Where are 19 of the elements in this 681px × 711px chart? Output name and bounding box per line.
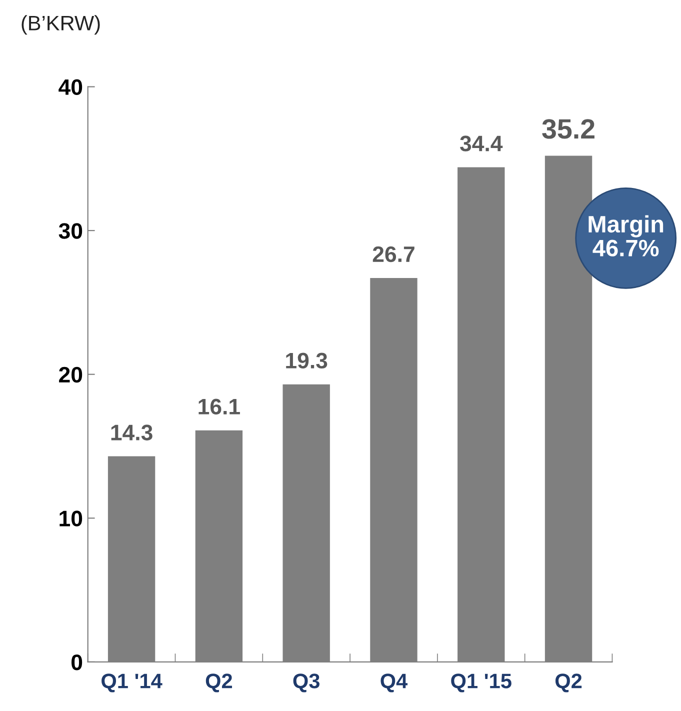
data-label: 35.2 — [542, 119, 594, 139]
data-label: 16.1 — [198, 398, 240, 415]
data-label: 14.3 — [111, 424, 152, 440]
data-label: 34.4 — [460, 136, 503, 152]
x-tick-label: Q2 — [206, 674, 232, 692]
x-tick-label: Q1 '14 — [102, 674, 162, 692]
annotation: Margin 46.7% — [588, 215, 664, 256]
x-tick-label: Q2 — [555, 674, 582, 692]
y-tick-label: 0 — [72, 654, 82, 670]
x-tick-label: Q1 '15 — [451, 674, 512, 692]
x-tick-label: Q3 — [293, 674, 320, 692]
y-tick-label: 10 — [60, 510, 82, 526]
y-tick-label: 40 — [58, 79, 82, 96]
y-axis-title: (B’KRW) — [22, 15, 100, 35]
data-label: 19.3 — [286, 352, 328, 369]
x-tick-label: Q4 — [380, 674, 408, 692]
y-tick-label: 20 — [59, 366, 82, 383]
y-tick-label: 30 — [58, 223, 82, 239]
data-label: 26.7 — [372, 246, 414, 262]
